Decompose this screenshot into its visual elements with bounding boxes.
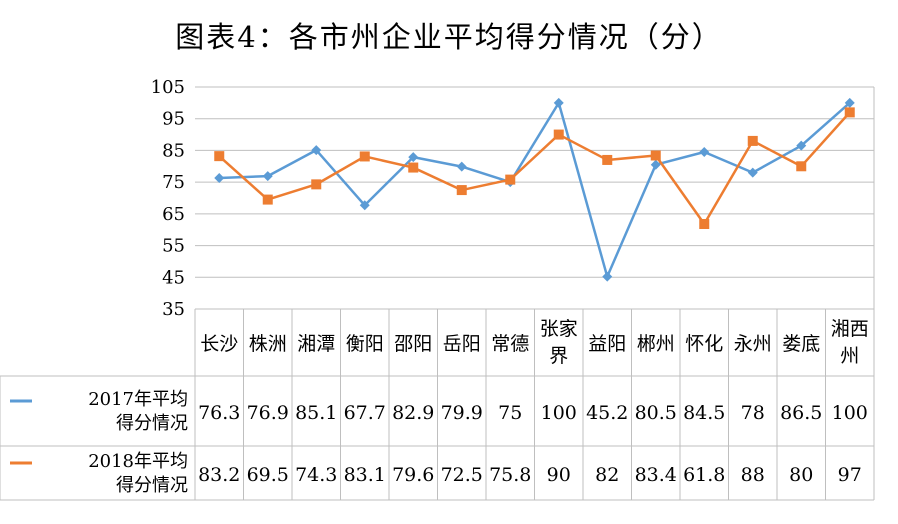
table-value: 76.9 (247, 402, 289, 424)
data-point-diamond (408, 152, 419, 163)
data-point-diamond (456, 161, 467, 172)
data-point-diamond (747, 167, 758, 178)
data-point-square (553, 129, 564, 140)
data-point-diamond (699, 147, 710, 158)
category-label: 郴州 (637, 333, 675, 355)
y-tick-label: 75 (162, 172, 185, 193)
series-name: 得分情况 (116, 475, 188, 496)
data-point-diamond (796, 140, 807, 151)
table-value: 45.2 (586, 402, 628, 424)
table-value: 84.5 (683, 402, 725, 424)
series-line (218, 111, 851, 226)
table-value: 79.9 (441, 402, 483, 424)
data-point-square (844, 107, 855, 118)
data-point-diamond (602, 271, 613, 282)
data-point-diamond (311, 145, 322, 156)
table-value: 72.5 (441, 464, 483, 486)
table-value: 82.9 (392, 402, 434, 424)
category-label: 益阳 (588, 333, 626, 355)
table-value: 74.3 (295, 464, 337, 486)
data-point-diamond (262, 171, 273, 182)
data-point-diamond (844, 97, 855, 108)
category-label: 常德 (491, 333, 529, 355)
category-label: 州 (840, 345, 859, 367)
data-point-square (262, 194, 273, 205)
category-label: 永州 (734, 333, 772, 355)
table-value: 61.8 (683, 464, 725, 486)
data-point-square (359, 151, 370, 162)
data-point-square (747, 135, 758, 146)
series-name: 2018年平均 (88, 451, 188, 472)
data-point-square (699, 219, 710, 230)
data-point-diamond (214, 173, 225, 184)
data-point-diamond (359, 200, 370, 211)
table-value: 83.2 (198, 464, 240, 486)
data-point-diamond (650, 159, 661, 170)
category-label: 张家 (540, 318, 578, 340)
table-value: 78 (741, 402, 765, 424)
table-value: 100 (832, 402, 868, 424)
table-value: 90 (547, 464, 571, 486)
table-value: 80 (789, 464, 813, 486)
category-label: 怀化 (685, 333, 723, 355)
table-value: 80.5 (635, 402, 677, 424)
table-value: 86.5 (780, 402, 822, 424)
y-tick-label: 95 (162, 109, 185, 130)
table-value: 76.3 (198, 402, 240, 424)
y-tick-label: 55 (162, 236, 185, 257)
table-value: 69.5 (247, 464, 289, 486)
table-value: 67.7 (344, 402, 386, 424)
data-point-square (456, 185, 467, 196)
category-label: 株洲 (249, 333, 287, 355)
category-label: 娄底 (782, 333, 820, 355)
table-value: 97 (838, 464, 862, 486)
chart-title: 图表4：各市州企业平均得分情况（分） (175, 20, 723, 54)
y-tick-label: 65 (162, 204, 185, 225)
category-label: 长沙 (200, 333, 238, 355)
table-value: 83.4 (635, 464, 677, 486)
category-label: 衡阳 (346, 333, 384, 355)
data-point-square (311, 179, 322, 190)
y-tick-label: 85 (162, 140, 185, 161)
series-line (219, 101, 851, 278)
data-point-square (505, 174, 516, 185)
y-tick-label: 45 (162, 267, 185, 288)
y-tick-label: 105 (151, 77, 185, 98)
data-point-square (602, 154, 613, 165)
series-name: 2017年平均 (88, 389, 188, 410)
table-value: 75.8 (489, 464, 531, 486)
data-point-square (408, 162, 419, 173)
category-label: 湘西 (831, 318, 869, 340)
table-value: 85.1 (295, 402, 337, 424)
table-value: 100 (541, 402, 577, 424)
category-label: 邵阳 (394, 333, 432, 355)
data-point-square (796, 161, 807, 172)
data-point-diamond (553, 97, 564, 108)
y-tick-label: 35 (162, 299, 185, 320)
table-value: 79.6 (392, 464, 434, 486)
category-label: 岳阳 (443, 333, 481, 355)
data-point-square (650, 150, 661, 161)
series-name: 得分情况 (116, 413, 188, 434)
table-value: 88 (741, 464, 765, 486)
table-value: 75 (498, 402, 522, 424)
table-value: 83.1 (344, 464, 386, 486)
category-label: 界 (549, 345, 568, 367)
table-value: 82 (595, 464, 619, 486)
category-label: 湘潭 (297, 333, 335, 355)
data-point-square (214, 151, 225, 162)
